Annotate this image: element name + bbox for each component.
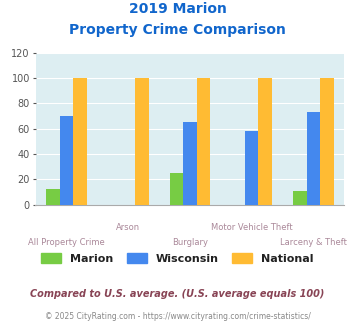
Bar	[46, 189, 60, 205]
Bar	[183, 122, 197, 205]
Bar	[197, 78, 210, 205]
Bar	[245, 131, 258, 205]
Text: Larceny & Theft: Larceny & Theft	[280, 238, 347, 247]
Text: Property Crime Comparison: Property Crime Comparison	[69, 23, 286, 37]
Bar	[293, 191, 307, 205]
Text: All Property Crime: All Property Crime	[28, 238, 105, 247]
Text: Motor Vehicle Theft: Motor Vehicle Theft	[211, 223, 293, 232]
Text: Arson: Arson	[116, 223, 140, 232]
Bar	[258, 78, 272, 205]
Text: 2019 Marion: 2019 Marion	[129, 2, 226, 16]
Legend: Marion, Wisconsin, National: Marion, Wisconsin, National	[38, 250, 317, 267]
Bar	[73, 78, 87, 205]
Text: Burglary: Burglary	[172, 238, 208, 247]
Text: Compared to U.S. average. (U.S. average equals 100): Compared to U.S. average. (U.S. average …	[30, 289, 325, 299]
Bar	[135, 78, 148, 205]
Bar	[307, 112, 320, 205]
Bar	[170, 173, 183, 205]
Bar	[60, 116, 73, 205]
Text: © 2025 CityRating.com - https://www.cityrating.com/crime-statistics/: © 2025 CityRating.com - https://www.city…	[45, 312, 310, 321]
Bar	[320, 78, 334, 205]
